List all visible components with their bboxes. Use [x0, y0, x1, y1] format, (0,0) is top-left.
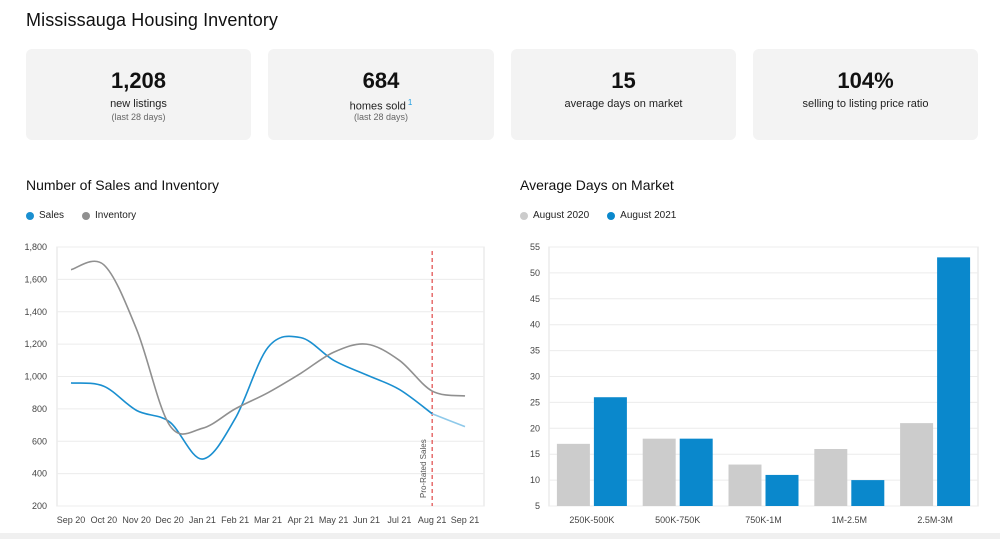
y-tick-label: 1,600 [24, 274, 47, 284]
stat-label: selling to listing price ratio [753, 98, 978, 110]
legend-label-sales: Sales [39, 210, 65, 221]
legend-item-aug-2021[interactable]: August 2021 [607, 210, 676, 221]
y-tick-label: 1,800 [24, 242, 47, 252]
x-tick-label: Jul 21 [387, 515, 411, 525]
y-tick-label: 200 [32, 501, 47, 511]
y-tick-label: 1,200 [24, 339, 47, 349]
x-tick-label: 500K-750K [655, 515, 700, 525]
bar-aug-2021 [851, 480, 885, 506]
line-chart-legend: Sales Inventory [26, 210, 150, 221]
y-tick-label: 10 [530, 475, 540, 485]
stat-label-text: average days on market [564, 98, 683, 110]
legend-dot-aug-2021 [607, 211, 616, 220]
bar-chart: 5 10 15 20 25 30 35 40 45 50 55 250K-500K 500K-750K 7… [530, 242, 979, 525]
stat-value: 1,208 [110, 68, 167, 93]
stat-card-days-on-market: 15 average days on market [511, 49, 736, 140]
y-tick-label: 35 [530, 346, 540, 356]
stat-sub: (last 28 days) [353, 112, 409, 122]
y-tick-label: 15 [530, 449, 540, 459]
series-line-sales-projected [431, 412, 466, 428]
bar-aug-2021 [765, 474, 799, 506]
x-tick-label: 250K-500K [569, 515, 614, 525]
legend-dot-sales [26, 211, 34, 220]
bar-aug-2021 [679, 438, 713, 506]
x-tick-label: Oct 20 [91, 515, 118, 525]
y-tick-label: 600 [32, 436, 47, 446]
stat-label-text: new listings [110, 98, 167, 110]
y-tick-label: 30 [530, 372, 540, 382]
series-line-sales [70, 335, 433, 460]
bar-aug-2021 [593, 397, 627, 506]
pro-rated-annotation: Pro-Rated Sales [419, 439, 428, 498]
legend-label-inventory: Inventory [95, 210, 137, 221]
x-tick-label: Jan 21 [189, 515, 216, 525]
bar-aug-2020 [814, 449, 848, 506]
y-tick-label: 1,000 [24, 372, 47, 382]
bar-aug-2020 [728, 464, 762, 506]
stat-card-price-ratio: 104% selling to listing price ratio [753, 49, 978, 140]
x-tick-label: Sep 21 [451, 515, 480, 525]
legend-label-aug-2020: August 2020 [533, 210, 590, 221]
x-tick-label: Feb 21 [221, 515, 249, 525]
line-chart-title: Number of Sales and Inventory [26, 177, 219, 193]
legend-dot-aug-2020 [520, 211, 528, 220]
x-tick-label: Jun 21 [353, 515, 380, 525]
bar-aug-2020 [556, 443, 590, 506]
stat-card-homes-sold: 684 homes sold 1 (last 28 days) [268, 49, 494, 140]
y-tick-label: 1,400 [24, 307, 47, 317]
legend-item-sales[interactable]: Sales [26, 210, 64, 221]
bar-aug-2020 [642, 438, 676, 506]
legend-item-inventory[interactable]: Inventory [82, 210, 136, 221]
stat-sub: (last 28 days) [111, 112, 166, 122]
y-tick-label: 5 [535, 501, 540, 511]
stat-label: new listings [26, 98, 251, 110]
y-tick-label: 40 [530, 320, 540, 330]
x-tick-label: Dec 20 [155, 515, 184, 525]
y-tick-label: 55 [530, 242, 540, 252]
stat-label: average days on market [511, 98, 736, 110]
x-tick-label: 1M-2.5M [832, 515, 868, 525]
bar-chart-title: Average Days on Market [520, 177, 674, 193]
x-tick-label: 750K-1M [745, 515, 782, 525]
y-tick-label: 800 [32, 404, 47, 414]
page-title: Mississauga Housing Inventory [26, 10, 279, 30]
x-tick-label: 2.5M-3M [917, 515, 953, 525]
stat-card-new-listings: 1,208 new listings (last 28 days) [26, 49, 251, 140]
x-tick-label: Aug 21 [418, 515, 447, 525]
y-tick-label: 50 [530, 268, 540, 278]
bottom-scroll-edge [0, 533, 1000, 539]
x-tick-label: Mar 21 [254, 515, 282, 525]
y-tick-label: 20 [530, 423, 540, 433]
stat-label: homes sold 1 [268, 98, 494, 113]
bar-chart-legend: August 2020 August 2021 [520, 210, 690, 221]
x-tick-label: May 21 [319, 515, 349, 525]
stat-value: 104% [837, 68, 894, 93]
line-chart: 200 400 600 800 1,000 1,200 1,400 1,600 1,800 Sep… [24, 242, 485, 525]
stat-value: 15 [611, 68, 636, 93]
legend-dot-inventory [82, 211, 91, 220]
y-tick-label: 400 [32, 469, 47, 479]
legend-label-aug-2021: August 2021 [620, 210, 677, 221]
x-tick-label: Sep 20 [57, 515, 86, 525]
stat-value: 684 [362, 68, 400, 93]
bar-aug-2020 [900, 423, 934, 506]
bar-aug-2021 [937, 257, 971, 506]
y-tick-label: 45 [530, 294, 540, 304]
x-tick-label: Nov 20 [122, 515, 151, 525]
series-line-inventory [70, 260, 466, 435]
x-tick-label: Apr 21 [288, 515, 315, 525]
stat-label-text: homes sold [349, 100, 406, 113]
y-tick-label: 25 [530, 397, 540, 407]
legend-item-aug-2020[interactable]: August 2020 [520, 210, 589, 221]
stat-label-text: selling to listing price ratio [802, 98, 929, 110]
footnote-link[interactable]: 1 [407, 98, 413, 107]
